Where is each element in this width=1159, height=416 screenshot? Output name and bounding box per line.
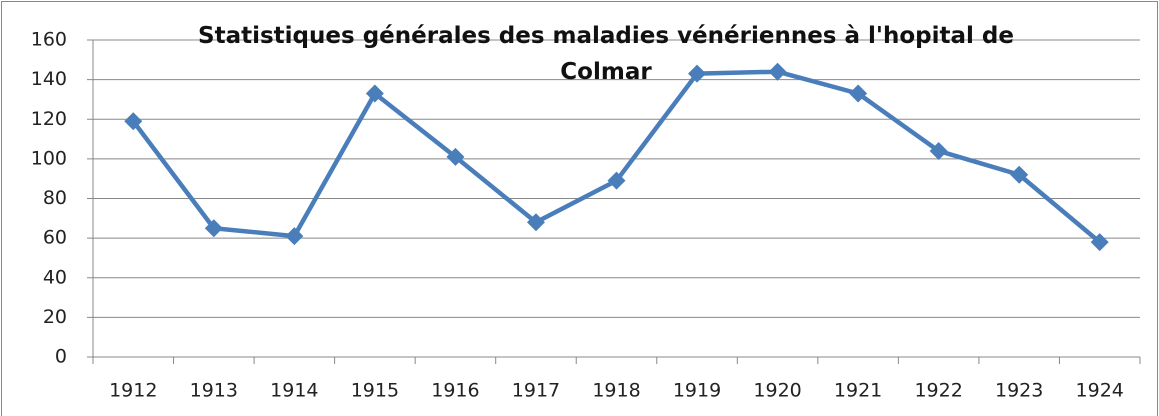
x-tick-label: 1916 bbox=[431, 380, 479, 402]
marker bbox=[1090, 233, 1109, 252]
x-tick-label: 1921 bbox=[834, 380, 882, 402]
marker bbox=[768, 62, 787, 81]
y-tick-label: 60 bbox=[43, 227, 67, 249]
y-tick-label: 120 bbox=[31, 108, 67, 130]
marker bbox=[849, 84, 868, 103]
marker bbox=[124, 112, 143, 131]
marker bbox=[446, 147, 465, 166]
y-tick-label: 160 bbox=[31, 29, 67, 51]
x-tick-label: 1914 bbox=[270, 380, 318, 402]
y-tick-label: 100 bbox=[31, 147, 67, 169]
marker bbox=[526, 213, 545, 232]
x-tick-label: 1913 bbox=[190, 380, 238, 402]
marker bbox=[607, 171, 626, 190]
x-tick-label: 1917 bbox=[512, 380, 560, 402]
x-tick-label: 1918 bbox=[592, 380, 640, 402]
y-tick-label: 80 bbox=[43, 187, 67, 209]
marker bbox=[365, 84, 384, 103]
line-series bbox=[131, 69, 1102, 244]
marker bbox=[285, 227, 304, 246]
marker bbox=[204, 219, 223, 238]
x-tick-label: 1919 bbox=[673, 380, 721, 402]
x-tick-label: 1923 bbox=[995, 380, 1043, 402]
marker bbox=[1010, 165, 1029, 184]
y-tick-label: 20 bbox=[43, 306, 67, 328]
x-tick-label: 1912 bbox=[109, 380, 157, 402]
y-tick-label: 140 bbox=[31, 68, 67, 90]
x-tick-label: 1915 bbox=[351, 380, 399, 402]
x-tick-label: 1922 bbox=[914, 380, 962, 402]
y-tick-label: 40 bbox=[43, 266, 67, 288]
chart-title: Statistiques générales des maladies véné… bbox=[198, 23, 1014, 85]
x-tick-label: 1924 bbox=[1076, 380, 1124, 402]
marker bbox=[688, 64, 707, 83]
marker bbox=[929, 141, 948, 160]
y-tick-label: 0 bbox=[55, 346, 67, 368]
x-tick-label: 1920 bbox=[753, 380, 801, 402]
